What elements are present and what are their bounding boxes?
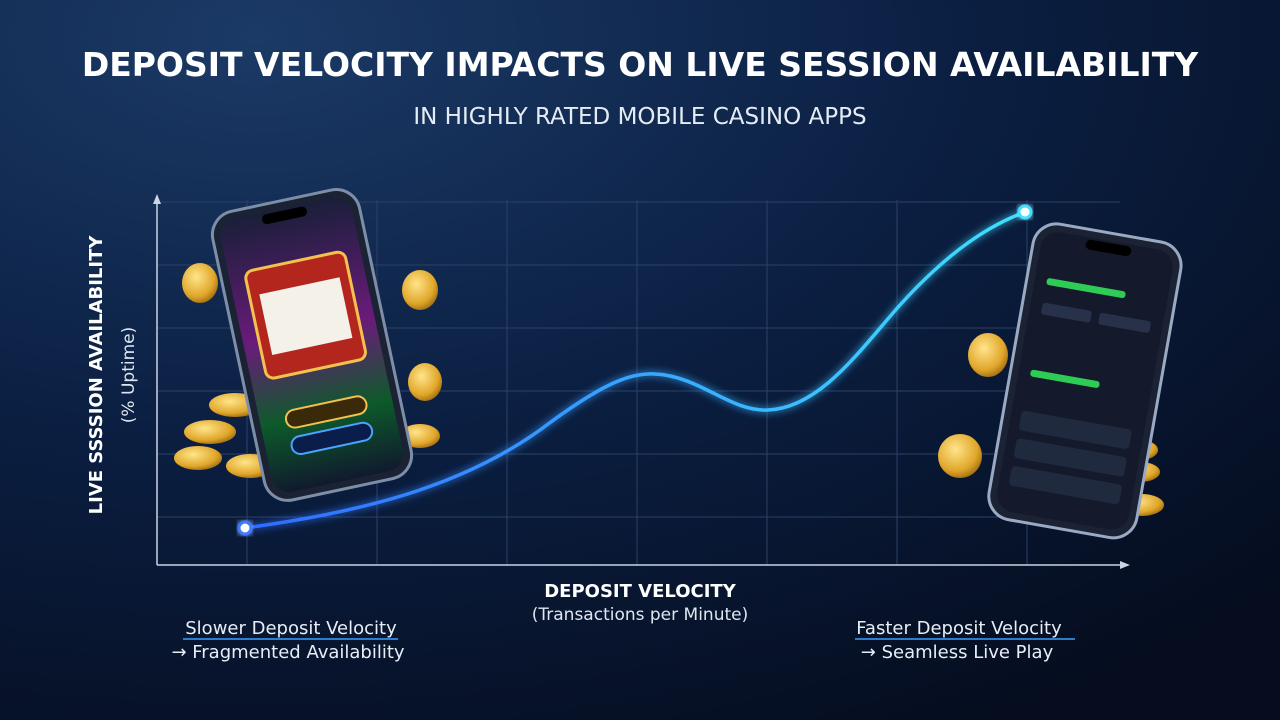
y-arrow [153, 194, 161, 204]
right-phone [938, 222, 1183, 540]
annotation: Faster Deposit Velocity [856, 618, 1062, 639]
deposit-button [284, 395, 368, 429]
subtitle: IN HIGHLY RATED MOBILE CASINO APPS [413, 104, 866, 130]
coin [408, 363, 442, 401]
coin [182, 263, 218, 303]
play-button [290, 421, 374, 456]
y-axis-sublabel: (% Uptime) [119, 327, 139, 423]
coin [968, 333, 1008, 377]
start-point [237, 520, 253, 536]
axes [153, 194, 1130, 569]
x-arrow [1120, 561, 1130, 569]
trend-curve [244, 210, 1026, 530]
uptime-bar [1046, 278, 1126, 299]
tab [1098, 312, 1151, 333]
end-point [1017, 204, 1033, 220]
slot-reels [259, 277, 353, 355]
coin [184, 420, 236, 444]
y-axis-label: LIVE SSSSION AVAILABILITY [86, 235, 107, 515]
annotation: → Fragmented Availability [171, 642, 404, 663]
coin [938, 434, 982, 478]
notch [1085, 239, 1132, 257]
x-axis-sublabel: (Transactions per Minute) [532, 605, 748, 625]
annotation: → Seamless Live Play [861, 642, 1054, 663]
notch [261, 206, 308, 225]
left-phone [174, 188, 442, 502]
tab [1041, 302, 1092, 323]
row [1009, 466, 1122, 505]
x-axis-label: DEPOSIT VELOCITY [544, 581, 736, 602]
coin [174, 446, 222, 470]
row [1014, 438, 1127, 477]
row [1019, 410, 1132, 449]
uptime-bar [1030, 369, 1100, 388]
coin [402, 270, 438, 310]
title: DEPOSIT VELOCITY IMPACTS ON LIVE SESSION… [82, 45, 1199, 84]
annotation: Slower Deposit Velocity [185, 618, 397, 639]
